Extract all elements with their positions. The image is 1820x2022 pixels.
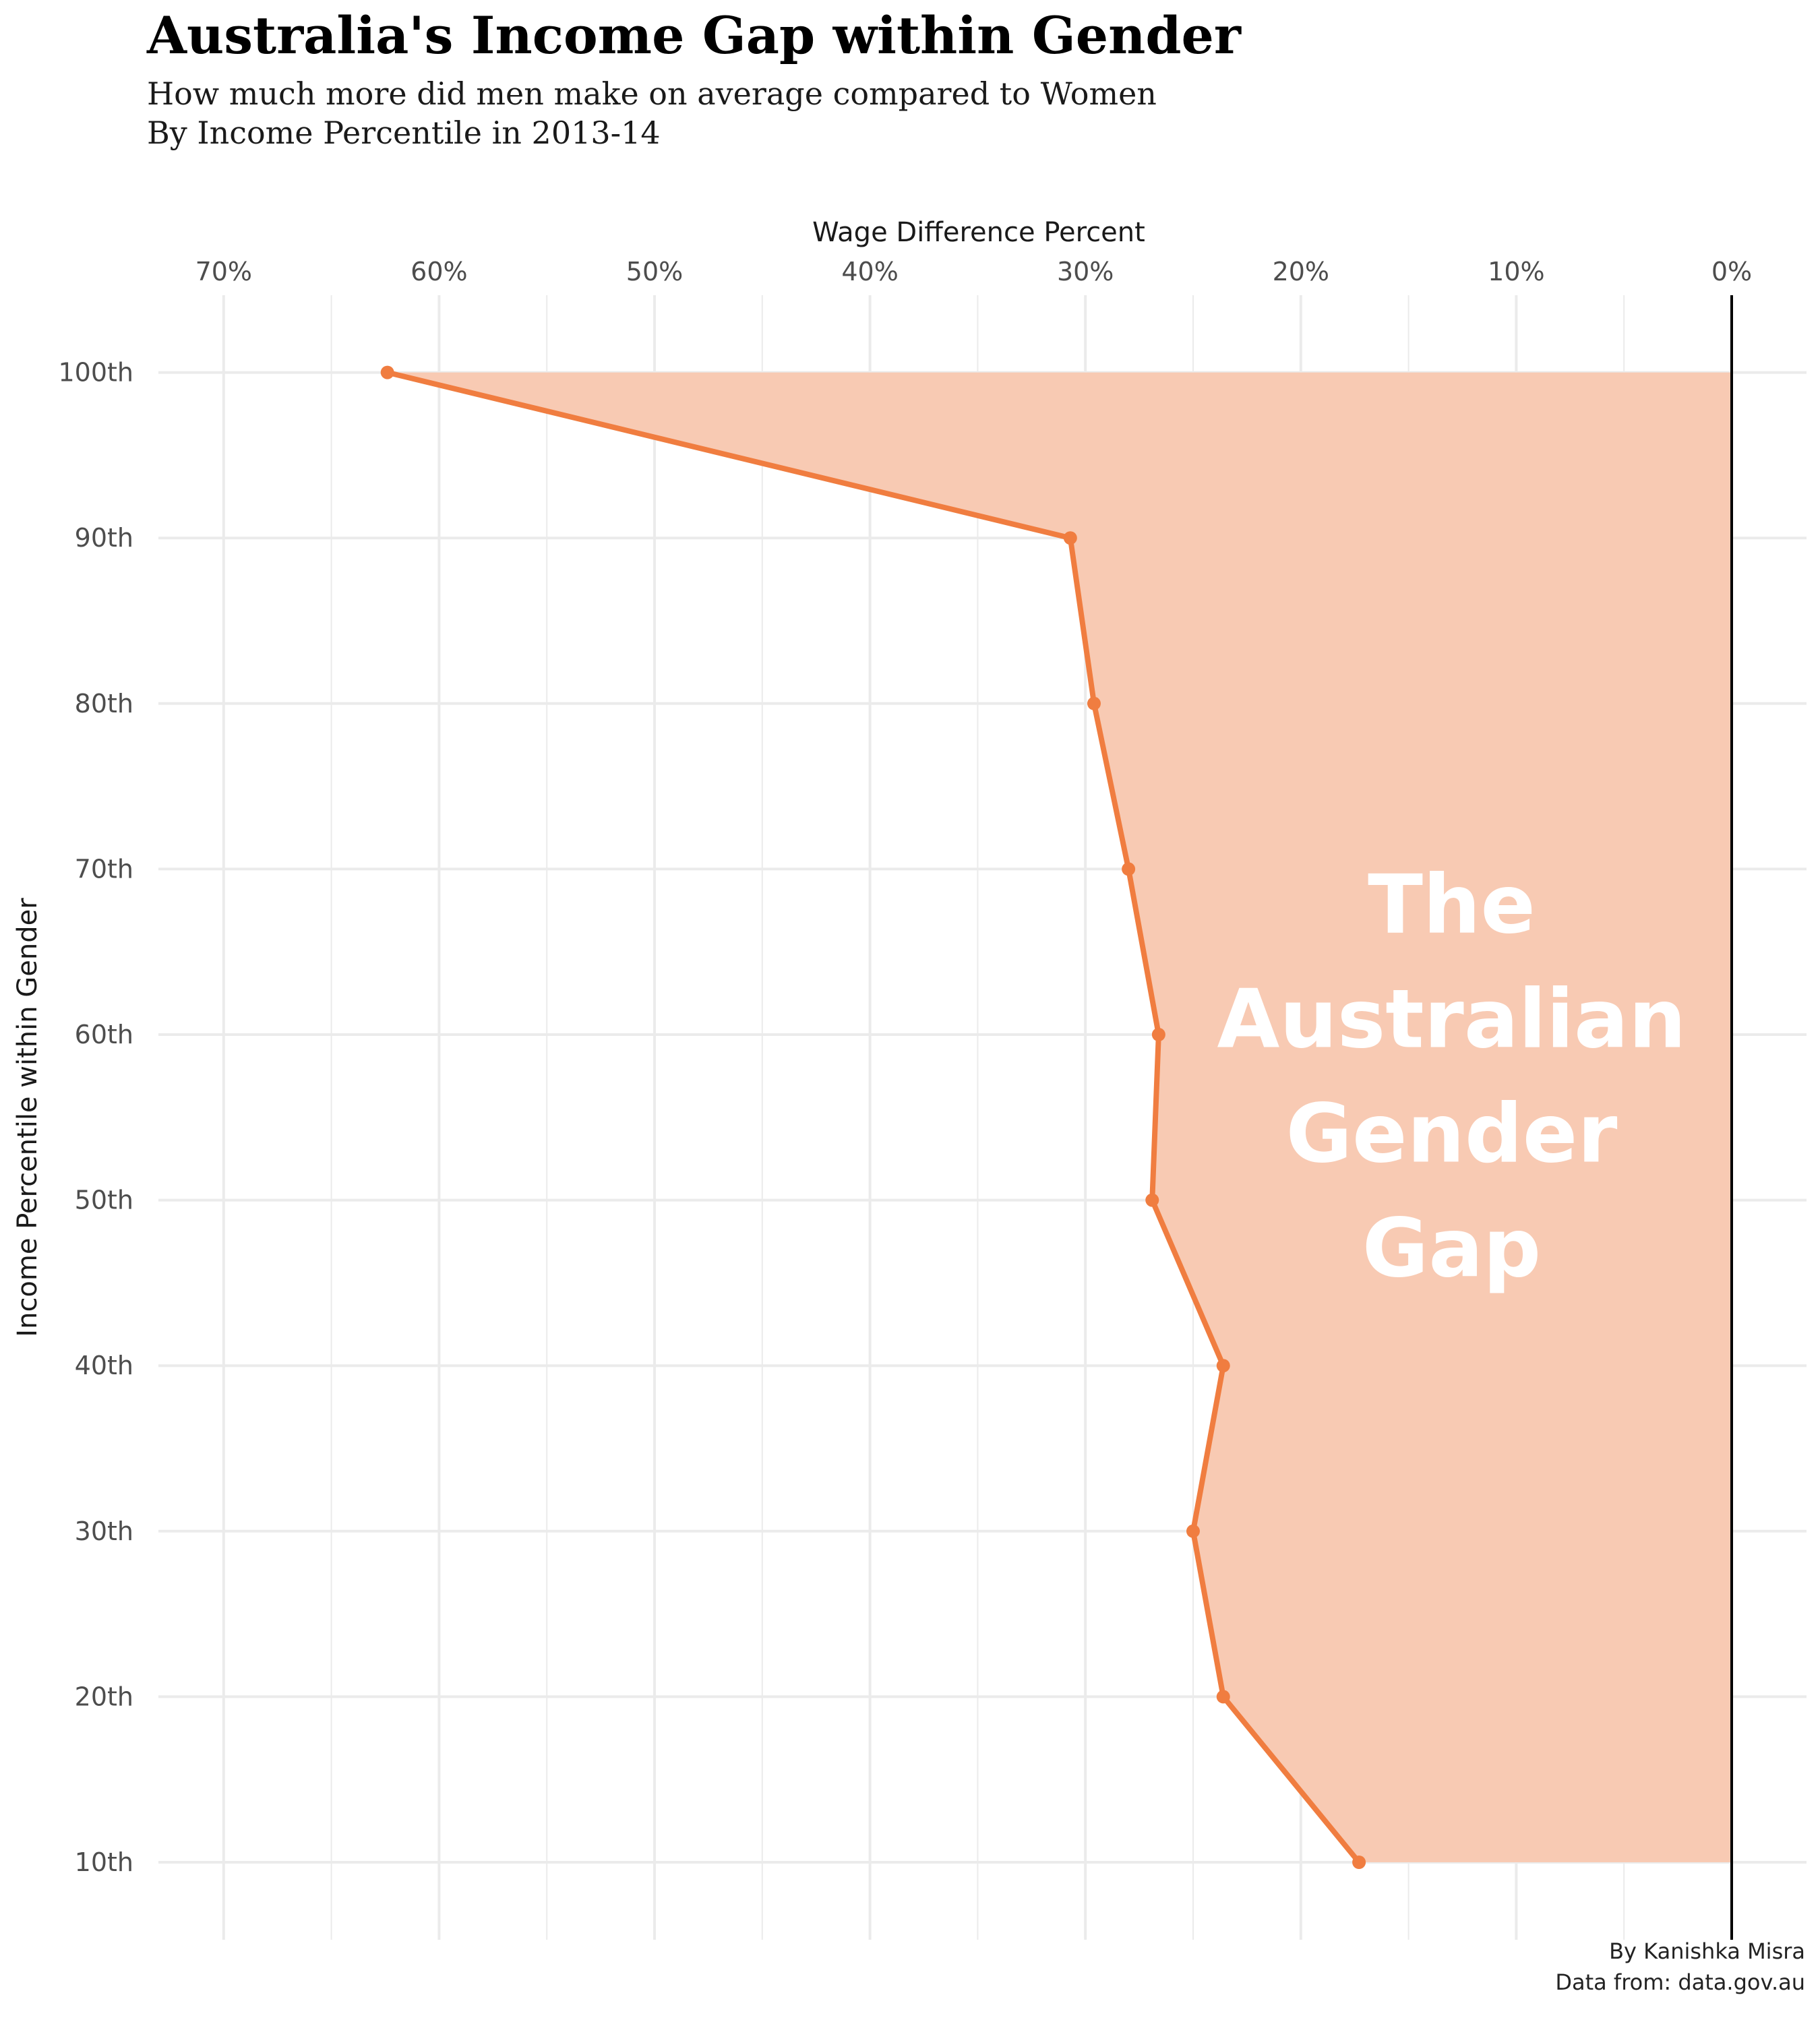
y-tick-label: 30th (75, 1516, 133, 1546)
data-point-70 (1122, 862, 1136, 876)
x-tick-label: 30% (1057, 257, 1114, 286)
caption-source: Data from: data.gov.au (1555, 1969, 1805, 1995)
x-tick-label: 0% (1711, 257, 1752, 286)
y-axis-title: Income Percentile within Gender (12, 898, 43, 1337)
x-tick-label: 20% (1273, 257, 1329, 286)
x-axis-title: Wage Difference Percent (812, 217, 1145, 248)
data-point-80 (1087, 696, 1101, 710)
annotation-line-3: Gender (1286, 1087, 1618, 1181)
y-tick-label: 40th (75, 1351, 133, 1380)
annotation-line-4: Gap (1362, 1202, 1541, 1295)
x-tick-label: 60% (411, 257, 467, 286)
data-point-60 (1151, 1028, 1165, 1041)
y-tick-label: 80th (75, 689, 133, 718)
y-tick-label: 70th (75, 854, 133, 884)
data-point-50 (1145, 1193, 1159, 1207)
annotation-line-2: Australian (1217, 973, 1687, 1066)
y-tick-label: 10th (75, 1847, 133, 1877)
chart-subtitle-line-1: How much more did men make on average co… (147, 75, 1157, 112)
y-tick-label: 100th (58, 358, 133, 388)
data-point-40 (1216, 1359, 1230, 1373)
y-tick-label: 20th (75, 1682, 133, 1711)
x-tick-label: 40% (841, 257, 898, 286)
gap-area (387, 372, 1732, 1862)
series-line (384, 369, 1362, 1865)
y-tick-label: 90th (75, 523, 133, 553)
x-tick-label: 50% (626, 257, 683, 286)
x-tick-label: 10% (1488, 257, 1544, 286)
data-point-10 (1352, 1856, 1366, 1869)
y-tick-label: 50th (75, 1186, 133, 1215)
y-tick-label: 60th (75, 1020, 133, 1049)
caption-author: By Kanishka Misra (1609, 1938, 1805, 1964)
data-point-90 (1063, 531, 1077, 545)
annotation-line-1: The (1368, 858, 1536, 952)
x-tick-label: 70% (195, 257, 252, 286)
data-point-30 (1186, 1524, 1200, 1538)
data-point-100 (380, 365, 394, 379)
chart-title: Australia's Income Gap within Gender (147, 5, 1241, 65)
data-point-20 (1216, 1690, 1230, 1704)
chart-subtitle-line-2: By Income Percentile in 2013-14 (147, 115, 661, 151)
